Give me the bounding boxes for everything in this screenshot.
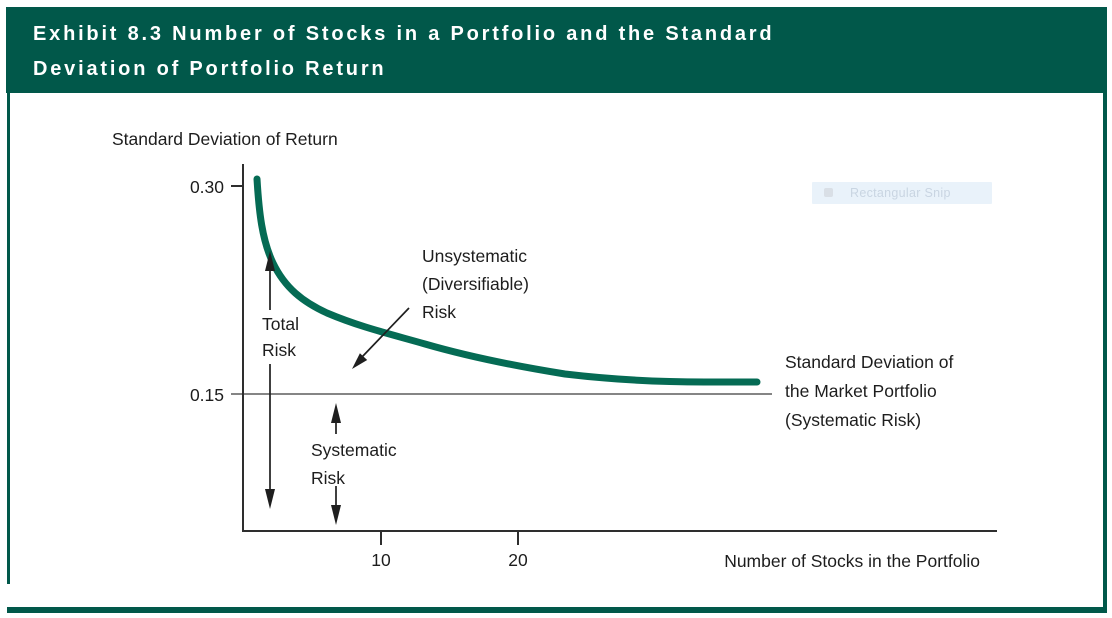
rectangular-snip-toolbar-item[interactable]: Rectangular Snip bbox=[812, 182, 992, 204]
unsystematic-risk-label-line1: Unsystematic bbox=[422, 246, 528, 266]
exhibit-header-bar: Exhibit 8.3 Number of Stocks in a Portfo… bbox=[6, 7, 1103, 93]
unsystematic-risk-label: Unsystematic (Diversifiable) Risk bbox=[422, 242, 529, 326]
market-portfolio-label-line2: the Market Portfolio bbox=[785, 381, 937, 401]
frame-border-bottom bbox=[7, 607, 1107, 613]
total-risk-label-line1: Total bbox=[262, 314, 299, 334]
systematic-risk-label-line1: Systematic bbox=[311, 440, 397, 460]
x-tick-label-10: 10 bbox=[371, 550, 391, 570]
y-axis-title: Standard Deviation of Return bbox=[112, 129, 338, 149]
unsystematic-risk-label-line2: (Diversifiable) bbox=[422, 274, 529, 294]
x-axis-title: Number of Stocks in the Portfolio bbox=[724, 551, 980, 571]
systematic-risk-arrowhead-down bbox=[331, 505, 341, 525]
y-tick-label-030: 0.30 bbox=[189, 177, 224, 197]
systematic-risk-label-line2: Risk bbox=[311, 468, 346, 488]
market-portfolio-label-line3: (Systematic Risk) bbox=[785, 410, 922, 430]
unsystematic-risk-label-line3: Risk bbox=[422, 302, 457, 322]
rectangular-snip-icon bbox=[824, 188, 833, 197]
frame-border-left bbox=[7, 93, 10, 584]
total-risk-arrowhead-down bbox=[265, 489, 275, 509]
systematic-risk-arrowhead-up bbox=[331, 403, 341, 423]
exhibit-title-line1: Exhibit 8.3 Number of Stocks in a Portfo… bbox=[33, 23, 775, 45]
x-tick-label-20: 20 bbox=[508, 550, 528, 570]
total-risk-label-line2: Risk bbox=[262, 340, 297, 360]
market-portfolio-label: Standard Deviation of the Market Portfol… bbox=[785, 348, 953, 435]
y-tick-label-015: 0.15 bbox=[189, 385, 224, 405]
frame-border-right bbox=[1103, 7, 1107, 613]
systematic-risk-label: Systematic Risk bbox=[311, 436, 397, 492]
unsystematic-risk-arrow-shaft bbox=[361, 307, 410, 358]
rectangular-snip-label: Rectangular Snip bbox=[850, 186, 951, 200]
exhibit-title-line2: Deviation of Portfolio Return bbox=[33, 58, 387, 80]
unsystematic-risk-arrowhead bbox=[352, 353, 368, 369]
total-risk-label: Total Risk bbox=[259, 310, 302, 364]
market-portfolio-label-line1: Standard Deviation of bbox=[785, 352, 954, 372]
total-risk-arrowhead-up bbox=[265, 251, 275, 271]
